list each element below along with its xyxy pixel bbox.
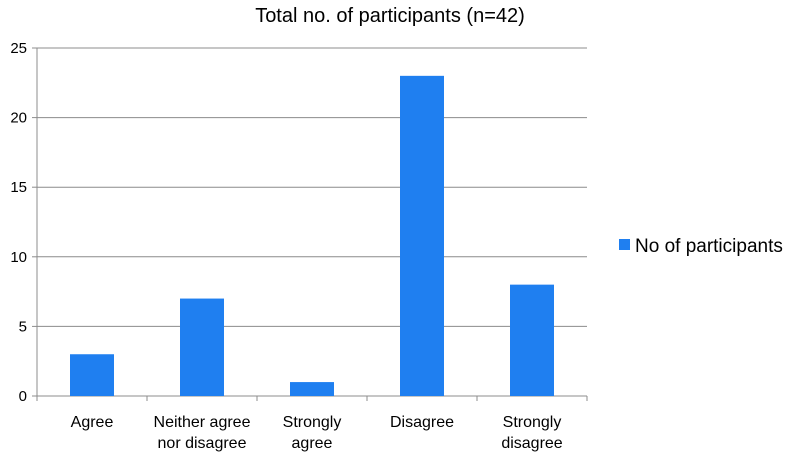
x-axis-category-labels: Agree Neither agree nor disagree Strongly ag… <box>71 414 563 452</box>
y-tick-label-20: 20 <box>10 110 27 127</box>
bar-1 <box>180 298 224 396</box>
chart-title: Total no. of participants (n=42) <box>255 5 525 27</box>
gridlines <box>37 47 587 327</box>
x-category-label-1: Neither agree nor disagree <box>154 414 251 452</box>
x-category-label-3: Disagree <box>390 414 454 431</box>
axes <box>32 47 588 401</box>
legend: No of participants <box>619 236 783 257</box>
bar-4 <box>510 284 554 396</box>
y-tick-label-5: 5 <box>19 318 27 335</box>
bar-3 <box>400 75 444 396</box>
y-tick-label-25: 25 <box>10 40 27 57</box>
legend-label-no-of-participants: No of participants <box>635 236 783 257</box>
y-tick-label-15: 15 <box>10 179 27 196</box>
x-category-label-0: Agree <box>71 414 114 431</box>
bars <box>70 75 554 396</box>
y-axis-tick-labels: 0 5 10 15 20 25 <box>10 40 27 405</box>
y-tick-label-10: 10 <box>10 249 27 266</box>
x-category-label-4: Strongly disagree <box>501 414 562 452</box>
bar-2 <box>290 382 334 396</box>
x-category-label-2: Strongly agree <box>283 414 342 452</box>
legend-swatch <box>619 239 630 250</box>
y-tick-label-0: 0 <box>19 388 27 405</box>
bar-0 <box>70 354 114 396</box>
